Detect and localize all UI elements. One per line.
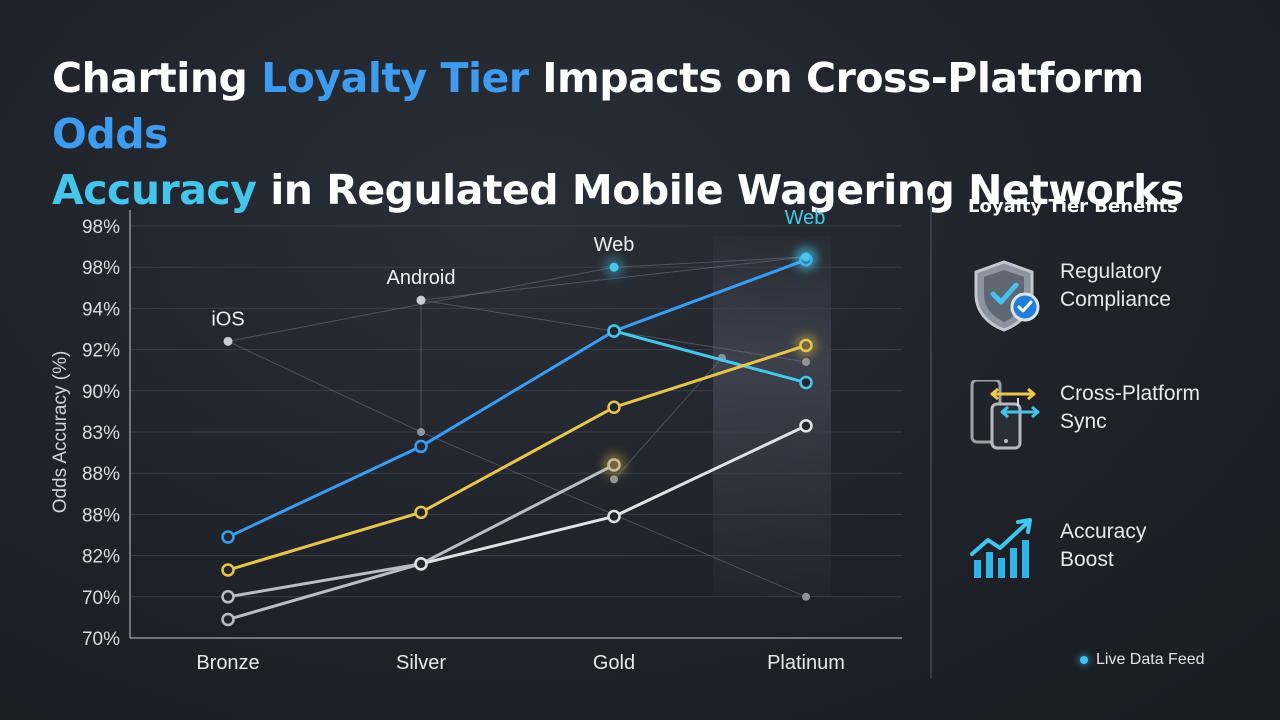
data-point xyxy=(221,530,235,544)
data-point xyxy=(607,509,621,524)
y-tick-label: 98% xyxy=(82,217,120,238)
x-tick-label: Platinum xyxy=(767,652,845,674)
series-line xyxy=(226,562,423,599)
y-axis-label: Odds Accuracy (%) xyxy=(50,351,71,514)
platform-marker xyxy=(801,252,811,262)
y-tick-label: 88% xyxy=(82,464,120,485)
platform-label: Android xyxy=(387,267,456,289)
platform-marker xyxy=(223,336,233,346)
benefit-regulatory-compliance: Regulatory Compliance xyxy=(968,258,1258,338)
network-node xyxy=(802,357,810,366)
title-highlight-loyalty-tier: Loyalty Tier xyxy=(261,54,529,102)
data-point xyxy=(221,590,235,604)
title-part-2: Impacts on Cross-Platform xyxy=(528,54,1144,102)
platform-link xyxy=(613,357,723,480)
grid xyxy=(130,225,902,598)
network-node xyxy=(802,592,810,601)
x-tick-label: Gold xyxy=(593,652,635,674)
point-glow xyxy=(795,334,817,357)
series-line xyxy=(226,463,616,621)
network-node xyxy=(610,475,618,484)
y-tick-label: 82% xyxy=(82,547,120,568)
series-line xyxy=(226,258,808,539)
point-glow xyxy=(603,453,625,476)
live-data-feed-label: Live Data Feed xyxy=(1096,651,1205,668)
series xyxy=(221,248,817,627)
network-node xyxy=(417,428,425,436)
data-point xyxy=(221,612,235,627)
title-part-3: in Regulated Mobile Wagering Networks xyxy=(256,166,1184,214)
benefit-label: Accuracy Boost xyxy=(1060,520,1147,571)
y-tick-label: 70% xyxy=(82,629,120,650)
y-tick-label: 90% xyxy=(82,382,120,403)
data-point xyxy=(221,563,235,577)
y-tick-label: 98% xyxy=(82,258,120,279)
platform-label: Web xyxy=(785,207,826,229)
series-line xyxy=(612,329,808,385)
platform-link xyxy=(227,340,422,433)
benefit-label: Regulatory Compliance xyxy=(1060,260,1171,311)
x-tick-label: Bronze xyxy=(196,652,259,674)
devices-sync-icon xyxy=(970,380,1040,450)
platinum-highlight-band xyxy=(713,236,831,596)
data-point xyxy=(799,375,813,390)
shield-check-icon xyxy=(974,260,1040,332)
benefit-cross-platform-sync: Cross-Platform Sync xyxy=(968,380,1258,460)
platform-marker xyxy=(416,295,426,305)
sidebar-title: Loyalty Tier Benefits xyxy=(968,196,1178,217)
data-point xyxy=(607,400,621,415)
line-chart: 70% 70% 82% 88% 88% 83% 90% 92% 94% 98% 98% Bronze S… xyxy=(50,207,902,674)
benefit-accuracy-boost: Accuracy Boost xyxy=(968,518,1258,598)
live-indicator-icon xyxy=(1080,656,1088,664)
platform-link xyxy=(420,256,807,301)
y-tick-label: 88% xyxy=(82,505,120,526)
data-point xyxy=(607,324,621,338)
y-tick-label: 94% xyxy=(82,299,120,320)
page-title: Charting Loyalty Tier Impacts on Cross-P… xyxy=(52,50,1242,218)
platform-link xyxy=(613,256,807,268)
data-point xyxy=(414,439,428,454)
platform-marker xyxy=(609,262,619,272)
sidebar-divider xyxy=(930,196,932,678)
data-point xyxy=(414,505,428,520)
live-data-feed: Live Data Feed xyxy=(1080,651,1205,669)
title-highlight-odds: Odds xyxy=(52,110,168,158)
platform-label: Web xyxy=(594,234,635,256)
series-line xyxy=(226,343,808,572)
data-point xyxy=(799,419,813,433)
trend-up-icon xyxy=(970,518,1032,578)
y-tick-label: 92% xyxy=(82,341,120,362)
data-point xyxy=(414,557,428,571)
axes: 70% 70% 82% 88% 88% 83% 90% 92% 94% 98% 98% Bronze S… xyxy=(82,210,902,674)
title-highlight-accuracy: Accuracy xyxy=(52,166,257,214)
title-part-1: Charting xyxy=(52,54,262,102)
platform-markers: iOS Android Web Web xyxy=(211,207,825,346)
benefit-label: Cross-Platform Sync xyxy=(1060,382,1201,433)
x-tick-label: Silver xyxy=(396,652,446,674)
y-tick-label: 70% xyxy=(82,588,120,609)
platform-label: iOS xyxy=(211,308,244,330)
y-tick-label: 83% xyxy=(82,423,120,444)
